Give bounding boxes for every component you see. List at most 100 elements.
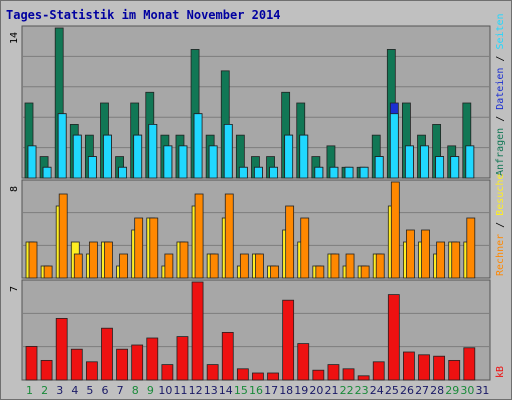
bar-kb-day-28 xyxy=(433,355,446,381)
bar-seiten-day-22 xyxy=(344,166,354,179)
bar-seiten-day-14 xyxy=(223,124,233,179)
x-tick-label-day-11: 11 xyxy=(174,384,188,397)
x-tick-label-day-2: 2 xyxy=(41,384,48,397)
bar-rechner-day-18 xyxy=(285,205,295,279)
bar-rechner-day-13 xyxy=(209,253,219,279)
bar-rechner-day-30 xyxy=(466,217,476,279)
x-tick-label-day-8: 8 xyxy=(132,384,139,397)
bar-seiten-day-5 xyxy=(87,156,97,179)
bar-seiten-day-26 xyxy=(405,145,414,179)
bar-rechner-day-15 xyxy=(239,253,249,279)
bar-rechner-day-11 xyxy=(179,241,189,279)
bar-kb-day-17 xyxy=(267,372,279,381)
x-tick-label-day-13: 13 xyxy=(204,384,218,397)
y-axis-label-part: / xyxy=(495,116,506,128)
bar-seiten-day-15 xyxy=(238,166,248,179)
x-tick-label-day-17: 17 xyxy=(264,384,278,397)
bar-kb-day-15 xyxy=(236,368,249,381)
bar-kb-day-24 xyxy=(372,361,385,381)
bar-rechner-day-1 xyxy=(28,241,38,279)
bar-seiten-day-18 xyxy=(284,134,294,179)
bar-kb-day-4 xyxy=(70,348,83,381)
y-axis-label-part: kB xyxy=(495,366,506,378)
bar-rechner-day-17 xyxy=(270,265,279,279)
bar-kb-day-8 xyxy=(131,344,144,381)
x-tick-label-day-30: 30 xyxy=(460,384,474,397)
bar-rechner-day-5 xyxy=(88,241,98,279)
x-tick-label-day-21: 21 xyxy=(324,384,338,397)
bar-rechner-day-24 xyxy=(375,253,385,279)
bar-seiten-day-21 xyxy=(329,166,339,179)
bar-rechner-day-28 xyxy=(436,241,446,279)
bar-seiten-day-2 xyxy=(42,166,52,179)
bar-seiten-day-24 xyxy=(374,156,384,179)
bar-rechner-day-21 xyxy=(330,253,340,279)
bar-rechner-day-19 xyxy=(300,217,310,279)
bar-seiten-day-11 xyxy=(178,145,188,179)
y-axis-label-part: / xyxy=(495,56,506,68)
bar-kb-day-9 xyxy=(146,337,159,381)
panel-2-y-axis-label: Rechner / Besuche xyxy=(495,174,506,276)
x-tick-label-day-14: 14 xyxy=(219,384,233,397)
x-tick-label-day-15: 15 xyxy=(234,384,248,397)
bar-rechner-day-26 xyxy=(406,229,415,279)
x-tick-label-day-3: 3 xyxy=(56,384,63,397)
bar-seiten-day-9 xyxy=(148,124,158,179)
bar-kb-day-16 xyxy=(252,372,264,381)
x-tick-label-day-12: 12 xyxy=(189,384,203,397)
bar-kb-day-20 xyxy=(312,369,325,381)
bar-kb-day-25 xyxy=(387,294,400,381)
bar-rechner-day-14 xyxy=(224,193,234,279)
panel-2-y-max-label: 8 xyxy=(9,186,20,192)
bar-kb-day-23 xyxy=(357,375,370,381)
bar-kb-day-29 xyxy=(448,359,461,381)
bar-seiten-day-29 xyxy=(450,156,460,179)
bar-kb-day-5 xyxy=(85,361,98,381)
bar-seiten-day-28 xyxy=(435,156,445,179)
bar-kb-day-14 xyxy=(221,331,234,381)
panel-1-y-max-label: 14 xyxy=(9,32,20,44)
bar-kb-day-10 xyxy=(161,364,174,381)
bar-rechner-day-7 xyxy=(119,253,128,279)
bar-kb-day-12 xyxy=(191,281,204,381)
bar-seiten-day-23 xyxy=(359,166,369,179)
bar-rechner-day-9 xyxy=(149,217,159,279)
bar-kb-day-7 xyxy=(116,348,128,381)
y-axis-label-part: Anfragen xyxy=(495,128,506,176)
bar-seiten-day-1 xyxy=(27,145,37,179)
bar-kb-day-6 xyxy=(101,327,113,381)
bar-kb-day-11 xyxy=(176,336,189,381)
bar-seiten-day-8 xyxy=(133,134,143,179)
y-axis-label-part: / xyxy=(495,222,506,234)
bar-rechner-day-16 xyxy=(255,253,264,279)
bar-rechner-day-2 xyxy=(43,265,53,279)
x-tick-label-day-20: 20 xyxy=(309,384,323,397)
bar-seiten-day-13 xyxy=(208,145,218,179)
bar-seiten-day-27 xyxy=(420,145,429,179)
x-tick-label-day-6: 6 xyxy=(102,384,109,397)
bar-kb-day-2 xyxy=(40,359,53,381)
x-tick-label-day-4: 4 xyxy=(71,384,78,397)
bar-kb-day-3 xyxy=(55,317,68,381)
bar-kb-day-1 xyxy=(25,345,38,381)
x-tick-label-day-24: 24 xyxy=(370,384,384,397)
bar-kb-day-27 xyxy=(418,354,430,381)
bar-seiten-day-12 xyxy=(193,113,203,179)
bar-kb-day-26 xyxy=(403,351,415,381)
bar-seiten-day-6 xyxy=(103,134,112,179)
x-tick-label-day-26: 26 xyxy=(400,384,414,397)
x-tick-label-day-23: 23 xyxy=(355,384,369,397)
bar-seiten-day-3 xyxy=(57,113,67,179)
x-tick-label-day-19: 19 xyxy=(294,384,308,397)
x-tick-label-day-28: 28 xyxy=(430,384,444,397)
y-axis-label-part: Rechner xyxy=(495,234,506,276)
x-tick-label-day-5: 5 xyxy=(86,384,93,397)
x-tick-label-day-27: 27 xyxy=(415,384,429,397)
x-tick-label-day-16: 16 xyxy=(249,384,263,397)
x-tick-label-day-7: 7 xyxy=(117,384,124,397)
y-axis-label-part: Dateien xyxy=(495,68,506,116)
bar-rechner-day-22 xyxy=(345,253,355,279)
x-tick-label-day-25: 25 xyxy=(385,384,399,397)
bar-seiten-day-17 xyxy=(269,166,278,179)
